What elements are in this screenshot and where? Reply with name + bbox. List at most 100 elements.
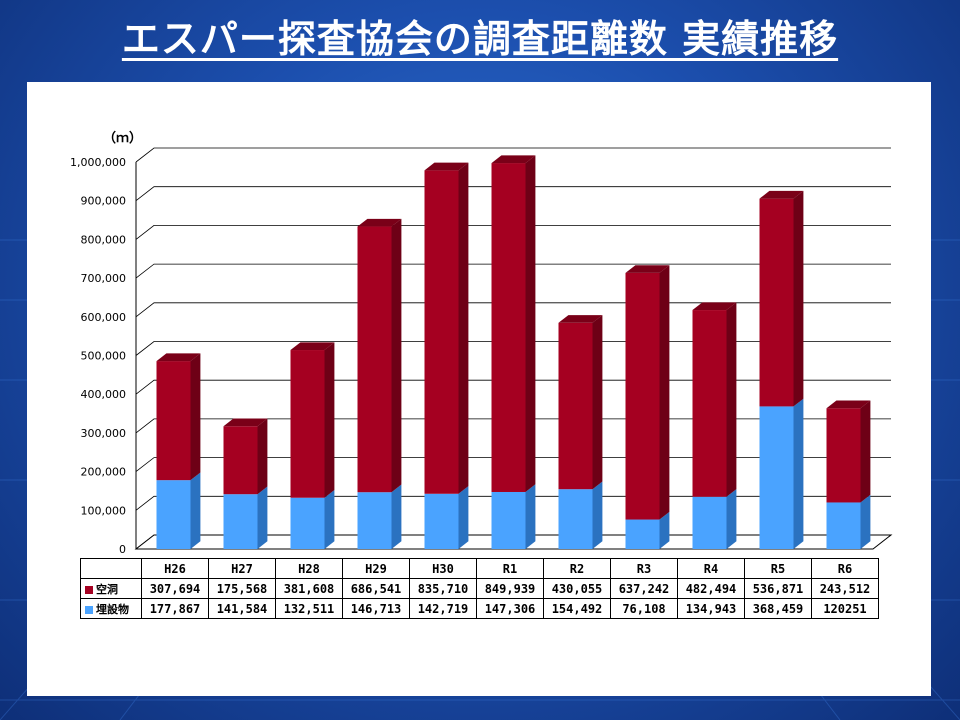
category-label: R2 — [543, 558, 611, 579]
table-cell-maisetsubutsu: 132,511 — [275, 598, 343, 619]
bar-kudo-top — [424, 162, 469, 171]
bar-kudo-top — [156, 353, 201, 362]
gridline — [135, 186, 891, 202]
bar-maisetsubutsu — [491, 491, 526, 549]
data-table: H26 H27 H28 H29 H30 R1 R2 R3 R4 R5 R6 空洞 307,694 17… — [80, 558, 879, 619]
bar-kudo — [424, 170, 459, 494]
bar-kudo-side — [458, 162, 469, 494]
bar-maisetsubutsu — [223, 494, 258, 549]
category-label: H28 — [275, 558, 343, 579]
category-label: H30 — [409, 558, 477, 579]
bar-maisetsubutsu-side — [793, 398, 804, 549]
bar-maisetsubutsu-side — [324, 490, 335, 549]
bar-kudo — [223, 426, 258, 495]
bar-kudo — [156, 361, 191, 481]
bar-maisetsubutsu — [357, 492, 392, 549]
bar-kudo-top — [625, 265, 670, 273]
table-cell-maisetsubutsu: 141,584 — [208, 598, 276, 619]
table-cell-kudo: 637,242 — [610, 578, 678, 599]
table-cell-maisetsubutsu: 146,713 — [342, 598, 410, 619]
table-cell-kudo: 430,055 — [543, 578, 611, 599]
category-label: R1 — [476, 558, 544, 579]
bar-maisetsubutsu-side — [592, 481, 603, 549]
bar-maisetsubutsu — [625, 519, 660, 549]
y-tick-label: 900,000 — [81, 195, 127, 208]
bar-kudo-top — [223, 418, 268, 427]
bar-kudo-side — [860, 400, 871, 503]
category-label: H29 — [342, 558, 410, 579]
category-label: R5 — [744, 558, 812, 579]
category-label: R4 — [677, 558, 745, 579]
table-row-maisetsubutsu: 埋設物 177,867 141,584 132,511 146,713 142,719 1… — [80, 598, 879, 619]
table-cell-kudo: 307,694 — [141, 578, 209, 599]
bar-kudo — [625, 272, 660, 520]
bar-kudo-side — [190, 353, 201, 481]
table-row-kudo: 空洞 307,694 175,568 381,608 686,541 835,710 84… — [80, 578, 879, 599]
legend-label-kudo: 空洞 — [96, 582, 118, 596]
table-cell-maisetsubutsu: 177,867 — [141, 598, 209, 619]
page-title: エスパー探査協会の調査距離数 実績推移 — [121, 17, 839, 61]
table-cell-maisetsubutsu: 134,943 — [677, 598, 745, 619]
bar-kudo-side — [525, 155, 536, 492]
table-cell-kudo: 849,939 — [476, 578, 544, 599]
bar-kudo-side — [257, 418, 268, 495]
bar-kudo — [558, 322, 593, 490]
legend-key-maisetsubutsu — [85, 605, 93, 614]
y-tick-label: 300,000 — [81, 427, 127, 440]
bar-maisetsubutsu-side — [257, 486, 268, 549]
table-cell-kudo: 175,568 — [208, 578, 276, 599]
bar-kudo — [290, 350, 325, 498]
table-header-row: H26 H27 H28 H29 H30 R1 R2 R3 R4 R5 R6 — [80, 558, 879, 579]
table-cell-kudo: 381,608 — [275, 578, 343, 599]
bar-kudo-top — [491, 155, 536, 164]
bar-kudo-top — [826, 400, 871, 409]
y-tick-label: 1,000,000 — [70, 156, 126, 169]
y-tick-label: 500,000 — [81, 350, 127, 363]
bar-maisetsubutsu — [290, 497, 325, 549]
bar-maisetsubutsu-side — [391, 484, 402, 549]
category-label: H27 — [208, 558, 276, 579]
table-cell-maisetsubutsu: 368,459 — [744, 598, 812, 619]
bar-maisetsubutsu-side — [190, 472, 201, 549]
table-cell-kudo: 835,710 — [409, 578, 477, 599]
table-corner — [80, 558, 142, 579]
bar-kudo-side — [793, 190, 804, 407]
bar-maisetsubutsu — [156, 480, 191, 549]
legend-entry-maisetsubutsu: 埋設物 — [80, 598, 142, 619]
legend-entry-kudo: 空洞 — [80, 578, 142, 599]
bar-maisetsubutsu-side — [525, 484, 536, 549]
bar-kudo-top — [290, 342, 335, 351]
y-tick-label: 0 — [119, 543, 126, 556]
bar-kudo-side — [659, 265, 670, 520]
bar-kudo-side — [726, 302, 737, 497]
bar-kudo — [357, 226, 392, 493]
y-tick-label: 800,000 — [81, 233, 127, 246]
table-cell-maisetsubutsu: 142,719 — [409, 598, 477, 619]
bar-kudo — [759, 198, 794, 407]
table-cell-maisetsubutsu: 147,306 — [476, 598, 544, 619]
bar-kudo-top — [759, 190, 804, 199]
table-cell-kudo: 243,512 — [811, 578, 879, 599]
table-cell-kudo: 536,871 — [744, 578, 812, 599]
bar-maisetsubutsu — [424, 493, 459, 549]
y-tick-label: 100,000 — [81, 504, 127, 517]
bar-kudo-top — [558, 315, 603, 323]
table-cell-kudo: 482,494 — [677, 578, 745, 599]
y-axis-unit: （ｍ） — [103, 131, 143, 146]
legend-label-maisetsubutsu: 埋設物 — [96, 602, 129, 616]
bar-maisetsubutsu — [826, 502, 861, 549]
bar-kudo-side — [324, 342, 335, 498]
category-label: H26 — [141, 558, 209, 579]
bar-maisetsubutsu-side — [726, 489, 737, 549]
bar-maisetsubutsu-side — [659, 511, 670, 549]
y-tick-label: 200,000 — [81, 466, 127, 479]
bar-kudo — [491, 163, 526, 492]
gridline — [135, 224, 891, 240]
table-cell-maisetsubutsu: 76,108 — [610, 598, 678, 619]
y-tick-label: 700,000 — [81, 272, 127, 285]
table-cell-kudo: 686,541 — [342, 578, 410, 599]
bar-maisetsubutsu — [759, 406, 794, 549]
bar-kudo — [692, 310, 727, 497]
bar-kudo-top — [357, 218, 402, 227]
